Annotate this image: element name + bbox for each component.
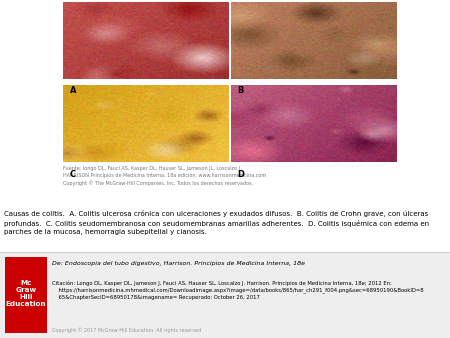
- Text: A: A: [70, 86, 76, 95]
- Text: Citación: Longo DL, Kasper DL, Jameson J, Fauci AS, Hauser SL, Loscalzo J. Harri: Citación: Longo DL, Kasper DL, Jameson J…: [52, 280, 423, 299]
- Text: Causas de colitis.  A. Colitis ulcerosa crónica con ulceraciones y exudados difu: Causas de colitis. A. Colitis ulcerosa c…: [4, 210, 430, 235]
- Text: Mc
Graw
Hill
Education: Mc Graw Hill Education: [5, 280, 46, 307]
- Text: Copyright © 2017 McGraw-Hill Education. All rights reserved: Copyright © 2017 McGraw-Hill Education. …: [52, 327, 201, 333]
- Text: De: Endoscopia del tubo digestivo, Harrison. Principios de Medicina Interna, 18e: De: Endoscopia del tubo digestivo, Harri…: [52, 261, 305, 266]
- Text: D: D: [238, 170, 244, 179]
- Text: B: B: [238, 86, 244, 95]
- Text: Fuente: longo DL, Fauci AS, Kasper DL, Hauser SL, Jameson JL, Loscalzo J.
HARRIS: Fuente: longo DL, Fauci AS, Kasper DL, H…: [63, 166, 266, 186]
- Text: C: C: [70, 170, 76, 179]
